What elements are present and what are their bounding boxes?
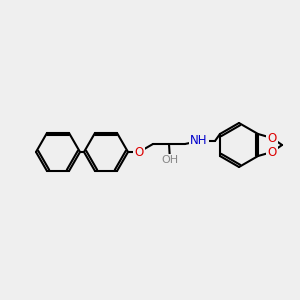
Text: O: O	[134, 146, 144, 158]
Text: NH: NH	[190, 134, 208, 148]
Text: OH: OH	[161, 155, 178, 165]
Text: O: O	[267, 131, 277, 145]
Text: O: O	[267, 146, 277, 158]
